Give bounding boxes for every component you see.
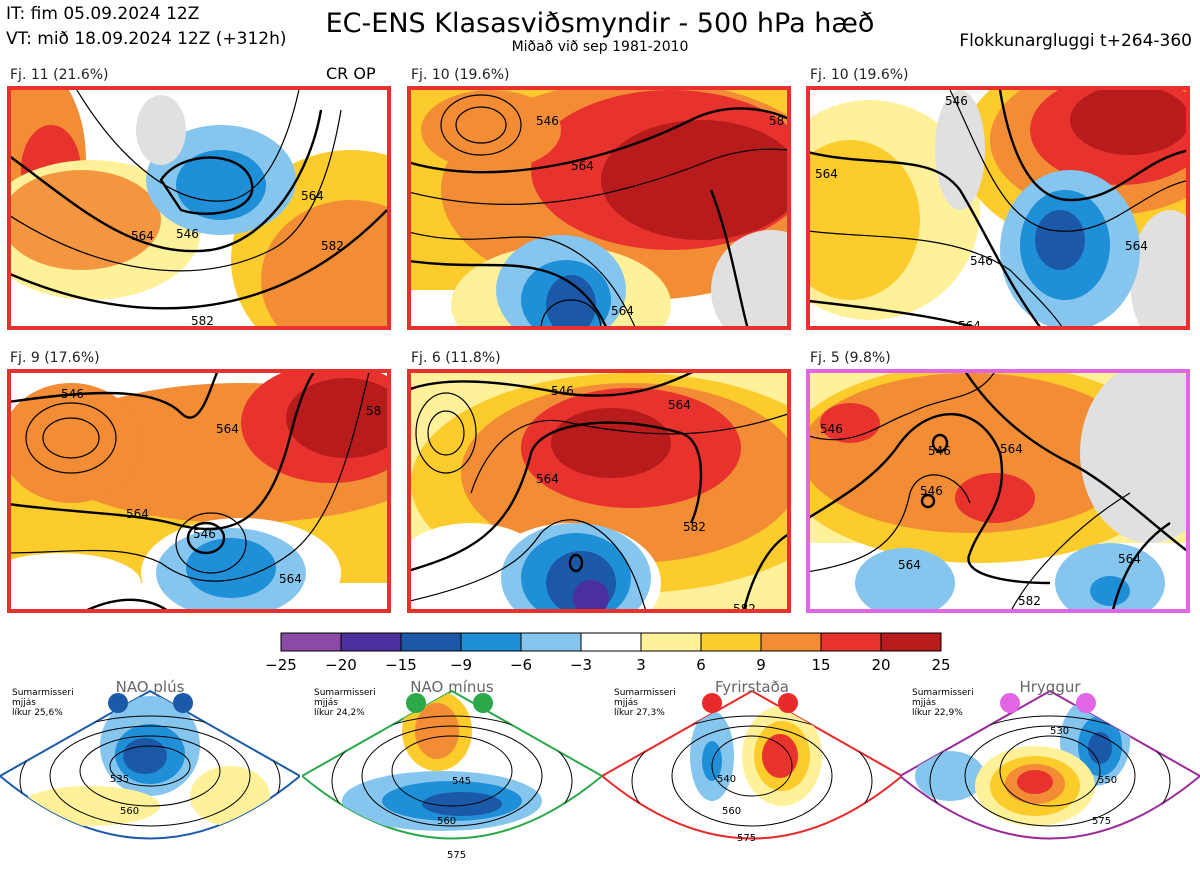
panel-tag: CR OP (326, 64, 376, 83)
colorbar-tick-label: −9 (449, 656, 473, 674)
contour-label: 564 (1118, 552, 1141, 566)
classification-window: Flokkunargluggi t+264-360 (959, 31, 1192, 51)
regime-title: NAO mínus (410, 678, 494, 696)
contour-label: 582 (683, 520, 706, 534)
contour-label: 546 (970, 254, 993, 268)
contour-label: 564 (1000, 442, 1023, 456)
cluster-panel-5: 546 564 564 582 582 (407, 369, 791, 613)
panel-label: Fj. 5 (9.8%) (810, 350, 891, 366)
colorbar-cell (580, 632, 642, 652)
contour-label: 535 (110, 774, 129, 785)
contour-label: 546 (61, 387, 84, 401)
contour-label: 564 (279, 572, 302, 586)
colorbar-cell (640, 632, 702, 652)
contour-label: 58 (769, 114, 784, 128)
colorbar-cell (520, 632, 582, 652)
regime-title: Hryggur (1019, 678, 1081, 696)
colorbar-tick-label: 6 (696, 656, 706, 674)
panel-label: Fj. 10 (19.6%) (810, 67, 909, 83)
contour-label: 564 (571, 159, 594, 173)
contour-label: 545 (452, 776, 471, 787)
colorbar-tick-label: 15 (811, 656, 831, 674)
cluster-panel-2: 546 564 58 564 (407, 86, 791, 330)
colorbar-tick-label: −20 (325, 656, 357, 674)
contour-label: 546 (551, 384, 574, 398)
contour-label: 546 (536, 114, 559, 128)
colorbar-tick-label: −25 (265, 656, 297, 674)
contour-label: 564 (898, 558, 921, 572)
contour-label: 530 (1050, 726, 1069, 737)
regime-nao-minus: 545 560 575 NAO mínus Sumarmisseri mjjás l… (302, 676, 602, 871)
regime-title: Fyrirstaða (715, 678, 789, 696)
colorbar-cell (280, 632, 342, 652)
panel-label: Fj. 11 (21.6%) (10, 67, 109, 83)
regime-info: Sumarmisseri mjjás líkur 22,9% (912, 688, 974, 718)
colorbar-cell (880, 632, 942, 652)
contour-label: 564 (131, 229, 154, 243)
contour-label: 575 (447, 850, 466, 861)
regime-info: Sumarmisseri mjjás líkur 24,2% (314, 688, 376, 718)
contour-label: 546 (945, 94, 968, 108)
panel-label: Fj. 10 (19.6%) (411, 67, 510, 83)
colorbar-tick-label: −6 (509, 656, 533, 674)
contour-label: 564 (958, 319, 981, 326)
colorbar-cell (820, 632, 882, 652)
colorbar-tick-label: 25 (931, 656, 951, 674)
colorbar-tick-label: 20 (871, 656, 891, 674)
contour-label: 546 (176, 227, 199, 241)
contour-label: 582 (1018, 594, 1041, 608)
contour-label: 546 (193, 527, 216, 541)
colorbar-tick-label: 3 (636, 656, 646, 674)
cluster-panel-1: 564 546 564 582 582 (7, 86, 391, 330)
regime-title: NAO plús (115, 678, 185, 696)
colorbar (280, 632, 942, 652)
colorbar-tick-label: 9 (756, 656, 766, 674)
regime-info: Sumarmisseri mjjás líkur 27,3% (614, 688, 676, 718)
contour-label: 564 (668, 398, 691, 412)
contour-label: 546 (920, 484, 943, 498)
regime-info: Sumarmisseri mjjás líkur 25,6% (12, 688, 74, 718)
cluster-panel-6: 546 546 564 546 564 564 582 (806, 369, 1190, 613)
contour-label: 564 (216, 422, 239, 436)
contour-label: 560 (722, 806, 741, 817)
cluster-panel-3: 546 564 546 564 564 (806, 86, 1190, 330)
chart-subtitle: Miðað við sep 1981-2010 (511, 39, 689, 55)
regime-ridge: 530 550 575 Hryggur Sumarmisseri mjjás lík… (900, 676, 1200, 871)
colorbar-tick-label: −3 (569, 656, 593, 674)
contour-label: 546 (928, 444, 951, 458)
panel-label: Fj. 6 (11.8%) (411, 350, 501, 366)
valid-time: VT: mið 18.09.2024 12Z (+312h) (6, 29, 287, 49)
contour-label: 582 (321, 239, 344, 253)
contour-label: 560 (437, 816, 456, 827)
contour-label: 58 (366, 404, 381, 418)
init-time: IT: fim 05.09.2024 12Z (6, 4, 200, 24)
contour-label: 560 (120, 806, 139, 817)
contour-label: 550 (1098, 775, 1117, 786)
regime-nao-plus: 535 560 NAO plús Sumarmisseri mjjás líkur … (0, 676, 300, 871)
contour-label: 582 (191, 314, 214, 326)
contour-label: 546 (820, 422, 843, 436)
contour-label: 575 (737, 833, 756, 844)
colorbar-cell (400, 632, 462, 652)
contour-label: 564 (611, 304, 634, 318)
contour-label: 564 (815, 167, 838, 181)
cluster-panel-4: 546 564 564 546 564 58 (7, 369, 391, 613)
panel-label: Fj. 9 (17.6%) (10, 350, 100, 366)
contour-label: 564 (126, 507, 149, 521)
colorbar-cell (460, 632, 522, 652)
chart-title: EC-ENS Klasasviðsmyndir - 500 hPa hæð (325, 8, 875, 39)
contour-label: 540 (717, 774, 736, 785)
contour-label: 564 (301, 189, 324, 203)
contour-label: 575 (1092, 816, 1111, 827)
colorbar-cell (760, 632, 822, 652)
contour-label: 564 (1125, 239, 1148, 253)
contour-label: 564 (536, 472, 559, 486)
colorbar-tick-label: −15 (385, 656, 417, 674)
colorbar-cell (340, 632, 402, 652)
colorbar-cell (700, 632, 762, 652)
regime-blocking: 540 560 575 Fyrirstaða Sumarmisseri mjjás… (602, 676, 902, 871)
contour-label: 582 (733, 602, 756, 609)
